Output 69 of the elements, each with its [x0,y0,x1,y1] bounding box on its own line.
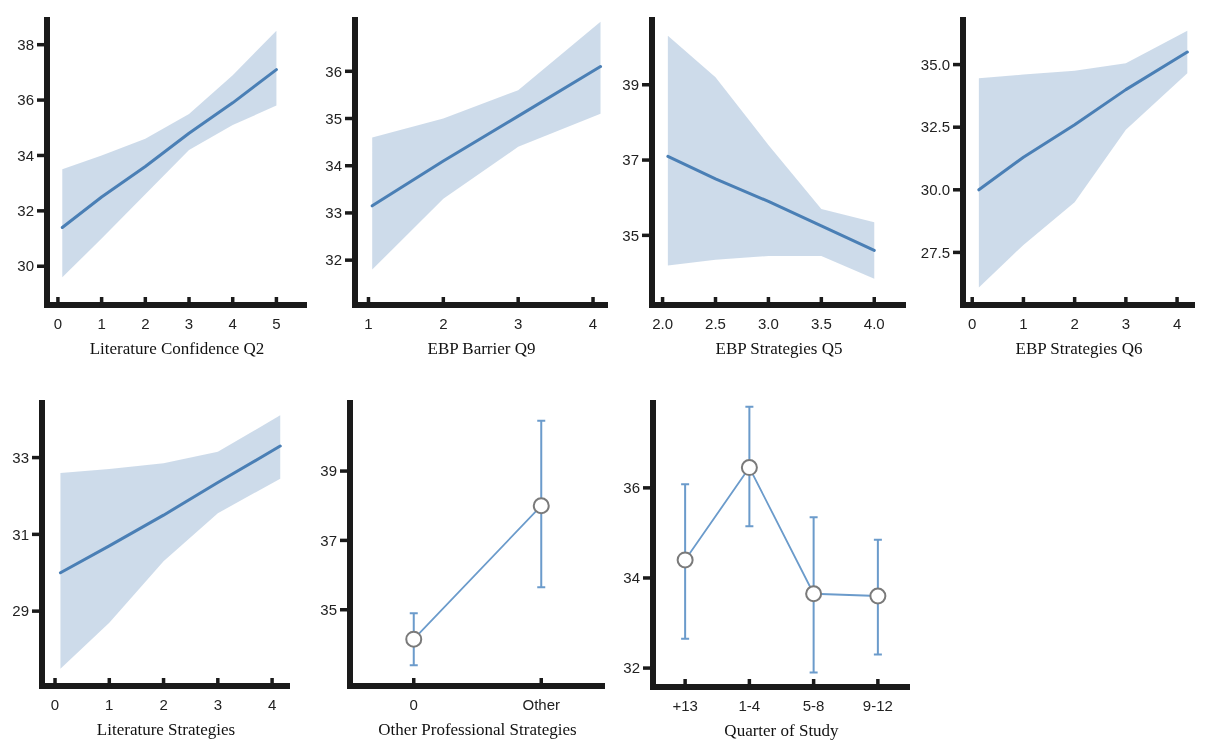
x-tick-label: 4 [228,315,237,332]
x-tick-label: 3 [184,315,194,332]
x-tick-label: 4 [588,315,598,332]
x-axis-title: EBP Barrier Q9 [427,339,536,358]
y-tick-label: 36 [325,62,342,80]
line-series [977,50,1189,192]
y-tick-label: 30 [17,257,34,275]
x-axis-title: EBP Strategies Q5 [715,339,843,358]
x-tick-label: 0 [409,696,418,713]
x-tick-label: 5 [272,315,281,332]
x-tick-label: 4 [1172,315,1182,332]
y-tick-label: 27.5 [920,243,950,261]
line-series [370,65,603,208]
y-tick-label: 34 [17,146,34,164]
x-tick-label: 3.0 [757,315,779,332]
x-tick-label: Other [522,696,561,713]
x-tick-label: 2 [159,696,168,713]
y-tick-label: 38 [17,35,34,53]
y-tick-label: 36 [623,479,640,497]
line-series [60,68,278,229]
y-tick-label: 34 [623,569,640,587]
x-tick-label: 3 [1121,315,1131,332]
y-tick-label: 32 [17,202,34,220]
x-tick-label: 2.5 [705,315,726,332]
y-tick-label: 35.0 [920,55,950,73]
x-tick-label: 0 [53,315,63,332]
y-tick-label: 30.0 [920,181,950,199]
x-tick-label: 3 [514,315,523,332]
line-series [666,154,876,252]
x-tick-label: 3.5 [810,315,832,332]
y-tick-label: 37 [622,151,639,169]
x-axis-title: Literature Confidence Q2 [89,339,265,358]
y-tick-label: 29 [12,602,29,620]
x-tick-label: 1 [1019,315,1028,332]
y-tick-label: 32 [623,659,640,677]
x-tick-label: 2.0 [652,315,674,332]
y-tick-label: 35 [320,600,337,618]
y-tick-label: 32.5 [920,118,950,136]
x-tick-label: 4.0 [863,315,885,332]
x-tick-label: 2 [1070,315,1079,332]
x-tick-label: 5-8 [802,697,825,714]
x-tick-label: 0 [50,696,60,713]
x-tick-label: 2 [141,315,150,332]
line-series [58,444,282,575]
x-axis-title: Quarter of Study [724,721,840,740]
x-axis-title: Other Professional Strategies [378,720,577,739]
x-tick-label: 1 [97,315,106,332]
y-tick-label: 35 [622,226,639,244]
x-tick-label: 0 [968,315,977,332]
y-tick-label: 31 [12,525,29,543]
x-tick-label: 1-4 [738,697,761,714]
x-axis-title: Literature Strategies [96,720,236,739]
x-tick-label: +13 [672,697,698,714]
x-axis-title: EBP Strategies Q6 [1015,339,1143,358]
y-tick-label: 37 [320,531,337,549]
x-tick-label: 4 [267,696,277,713]
y-tick-label: 32 [325,251,342,269]
x-tick-label: 3 [213,696,222,713]
x-tick-label: 1 [364,315,373,332]
x-tick-label: 1 [105,696,114,713]
x-tick-label: 2 [439,315,448,332]
y-tick-label: 33 [325,204,342,222]
y-tick-label: 33 [12,448,29,466]
y-tick-label: 39 [320,462,337,480]
y-tick-label: 36 [17,91,34,109]
y-tick-label: 35 [325,109,342,127]
x-tick-label: 9-12 [862,697,893,714]
y-tick-label: 34 [325,156,342,174]
y-tick-label: 39 [622,76,639,94]
